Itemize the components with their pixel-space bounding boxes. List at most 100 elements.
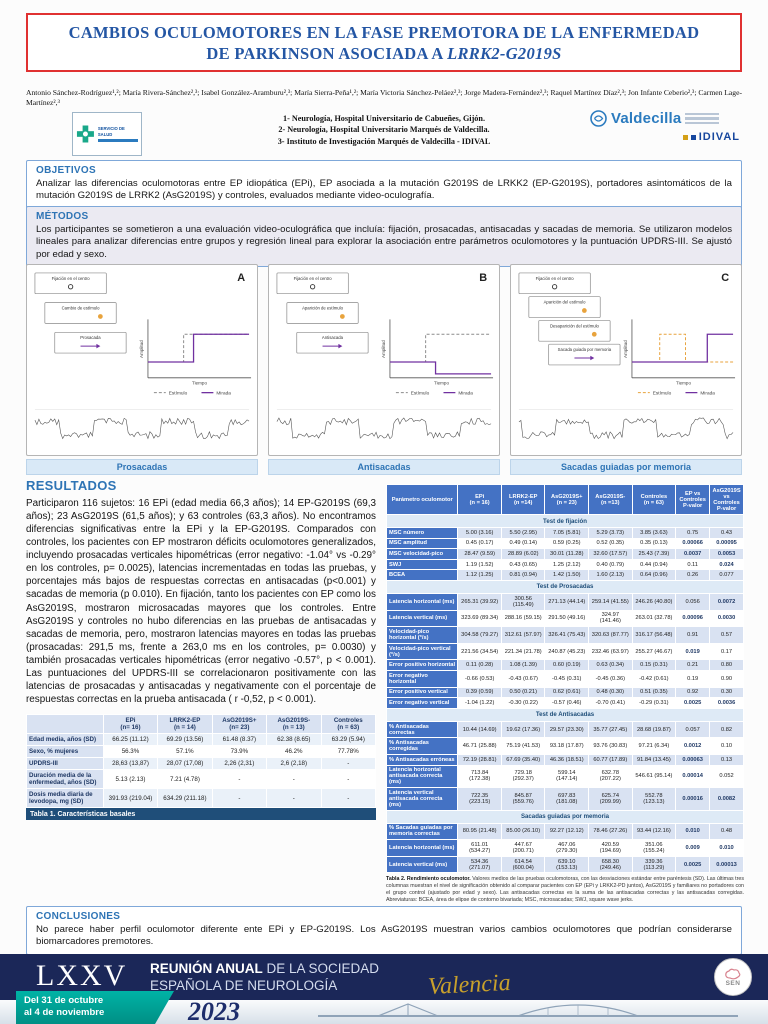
- cell: 0.0025: [675, 697, 711, 709]
- cell: 0.57: [709, 626, 744, 644]
- gaze-trace: [631, 333, 734, 363]
- cell: 291.50 (49.16): [544, 609, 590, 628]
- cell: 0.52 (0.35): [588, 537, 633, 550]
- sespa-logo: SERVICIO DE SALUD: [72, 112, 142, 156]
- cell: 326.41 (75.43): [544, 626, 590, 644]
- cell: 546.61 (95.14): [631, 764, 677, 789]
- stimulus-dot: [339, 314, 345, 319]
- figure-caption-antisacadas: Antisacadas: [268, 459, 500, 475]
- col-header: AsG2019S- (n = 13): [266, 714, 322, 734]
- legend-stimulus-label: Estímulo: [653, 391, 672, 397]
- cell: 0.00063: [675, 753, 711, 766]
- row-label: % Antisacadas correctas: [385, 720, 459, 739]
- task-step-label: Fijación en el centro: [52, 276, 91, 281]
- cell: -: [320, 769, 377, 789]
- row-label: % Sacadas guiadas por memoria correctas: [385, 822, 459, 841]
- cell: 0.057: [675, 720, 711, 739]
- panel-letter: B: [479, 272, 487, 284]
- fixation-dot: [309, 284, 316, 290]
- row-label: Error negativo horizontal: [385, 669, 459, 688]
- row-label: MSC número: [385, 527, 459, 539]
- cell: 0.64 (0.96): [631, 569, 677, 581]
- cell: 0.43: [709, 527, 744, 539]
- x-axis-label: Tiempo: [676, 381, 691, 386]
- cell: 0.48: [709, 822, 744, 841]
- cell: 534.36 (271.07): [457, 855, 502, 874]
- cell: 0.0030: [709, 609, 744, 628]
- objetivos-heading: OBJETIVOS: [36, 165, 96, 176]
- row-label: BCEA: [385, 569, 459, 581]
- title-text: CAMBIOS OCULOMOTORES EN LA FASE PREMOTOR…: [68, 23, 700, 64]
- cell: 288.16 (59.15): [500, 609, 546, 628]
- stimulus-trace: [147, 333, 250, 363]
- row-label: Latencia vertical antisacada correcta (m…: [385, 787, 459, 811]
- cell: 0.019: [675, 642, 711, 661]
- figure-panel-prosacadas: A Fijación en el centro Cambio de estímulo…: [26, 264, 258, 475]
- cell: 1.25 (2.12): [544, 558, 590, 571]
- cell: -0.66 (0.53): [457, 669, 502, 688]
- cell: 85.00 (26.10): [500, 822, 546, 841]
- table-row: Error positivo vertical 0.39 (0.59) 0.50 (…: [385, 686, 744, 699]
- idival-square-blue: [690, 134, 696, 140]
- task-step-box: [44, 302, 117, 324]
- cell: 10.44 (14.69): [457, 720, 502, 739]
- cell: 0.0053: [709, 548, 744, 560]
- cell: 420.59 (194.69): [588, 839, 633, 857]
- cell: 713.84 (172.38): [457, 764, 502, 789]
- cell: 0.0082: [709, 787, 744, 811]
- idival-square-gold: [682, 134, 688, 140]
- stimulus-trace: [631, 333, 734, 363]
- legend-gaze-label: Mirada: [216, 391, 231, 397]
- row-label: SWJ: [385, 558, 459, 571]
- cell: 32.60 (17.57): [588, 548, 633, 560]
- cell: 324.97 (141.46): [588, 609, 633, 628]
- cell: -: [320, 757, 377, 770]
- task-step-box: [538, 320, 611, 342]
- table-row: Duración media de la enfermedad, años (S…: [26, 769, 377, 789]
- footer-roman-numeral: LXXV: [36, 959, 128, 992]
- panel-letter: C: [721, 272, 729, 284]
- cell: 0.63 (0.34): [588, 659, 633, 671]
- idival-logo: IDIVAL: [590, 131, 740, 143]
- cell: 46.71 (25.88): [457, 737, 502, 755]
- cell: 0.75: [675, 527, 711, 539]
- panel-letter: A: [237, 272, 245, 284]
- cell: 78.46 (27.26): [588, 822, 633, 841]
- row-label: Error negativo vertical: [385, 697, 459, 709]
- task-step-label: Sacada guiada por memoria: [558, 347, 612, 352]
- footer-line1-bold: REUNIÓN ANUAL: [150, 961, 263, 976]
- task-step-label: Cambio de estímulo: [62, 306, 100, 311]
- task-step-box: [548, 343, 621, 366]
- task-step-label: Antisacada: [322, 335, 344, 340]
- cell: -: [266, 769, 322, 789]
- idival-label: IDIVAL: [698, 131, 740, 143]
- cell: 0.00014: [675, 764, 711, 789]
- cell: 0.00013: [709, 855, 744, 874]
- cell: -1.04 (1.22): [457, 697, 502, 709]
- row-label: Error positivo horizontal: [385, 659, 459, 671]
- cell: 316.17 (56.48): [631, 626, 677, 644]
- table-row: % Antisacadas correctas 10.44 (14.69) 19.6…: [385, 720, 744, 739]
- row-label: % Antisacadas corregidas: [385, 737, 459, 755]
- legend-gaze-label: Mirada: [700, 391, 715, 397]
- y-axis-label: Amplitud: [623, 340, 628, 358]
- cell: 56.3%: [102, 745, 159, 758]
- cell: 320.63 (87.77): [588, 626, 633, 644]
- title-gene: LRRK2-G2019S: [447, 44, 562, 64]
- cell: 0.17: [709, 642, 744, 661]
- section-title: Test de Antisacadas: [386, 707, 744, 722]
- cell: 0.077: [709, 569, 744, 581]
- row-label: Sexo, % mujeres: [26, 745, 104, 758]
- cell: 0.92: [675, 686, 711, 699]
- cell: 632.78 (207.22): [588, 764, 633, 789]
- section-row: Test de Antisacadas: [386, 707, 744, 722]
- task-step-label: Fijación en el centro: [294, 276, 333, 281]
- table-row: Velocidad-pico vertical (°/s) 221.56 (34.…: [385, 642, 744, 661]
- cell: 62.38 (8.65): [266, 733, 322, 746]
- objetivos-text: Analizar las diferencias oculomotoras en…: [36, 178, 732, 202]
- cell: 351.06 (155.24): [631, 839, 677, 857]
- cell: 28.89 (6.02): [500, 548, 546, 560]
- row-label: % Antisacadas erróneas: [385, 753, 459, 766]
- poster-title: CAMBIOS OCULOMOTORES EN LA FASE PREMOTOR…: [68, 22, 700, 65]
